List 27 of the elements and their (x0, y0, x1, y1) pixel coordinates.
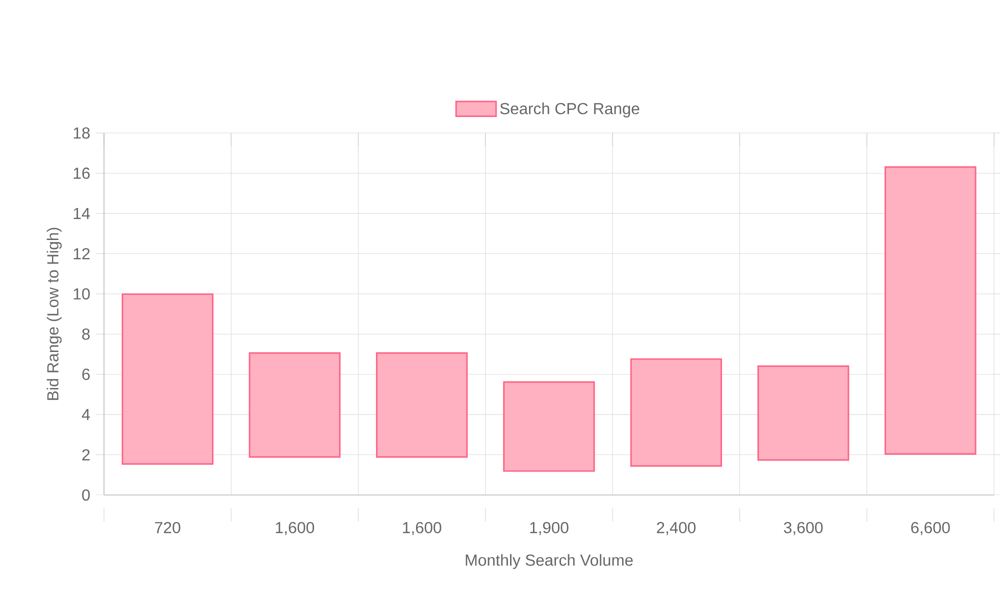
bar (884, 166, 976, 455)
x-axis-title: Monthly Search Volume (466, 554, 633, 570)
y-tick-label: 8 (82, 328, 90, 340)
y-tick-label: 0 (82, 489, 90, 501)
bar (757, 365, 850, 461)
bar (248, 352, 341, 458)
x-tick-label: 3,600 (784, 522, 823, 536)
x-tick-label: 1,900 (530, 522, 568, 536)
y-tick-label: 12 (74, 248, 90, 260)
x-tick-label: 1,600 (276, 522, 314, 536)
x-tick-label: 1,600 (403, 522, 442, 536)
bar (376, 352, 468, 458)
y-tick-label: 6 (82, 368, 90, 380)
y-axis-title: Bid Range (Low to High) (46, 228, 62, 400)
legend-label: Search CPC Range (500, 102, 640, 118)
x-tick-label: 720 (155, 522, 180, 534)
x-tick-label: 6,600 (911, 522, 950, 536)
bar (122, 293, 214, 465)
y-tick-label: 2 (82, 449, 90, 460)
y-tick-label: 10 (74, 288, 90, 300)
bar (630, 358, 722, 467)
y-tick-label: 14 (74, 208, 90, 219)
y-tick-label: 18 (74, 127, 90, 139)
x-tick-label: 2,400 (656, 522, 696, 536)
bar (503, 381, 595, 472)
y-tick-label: 4 (82, 409, 90, 420)
y-tick-label: 16 (74, 168, 90, 179)
